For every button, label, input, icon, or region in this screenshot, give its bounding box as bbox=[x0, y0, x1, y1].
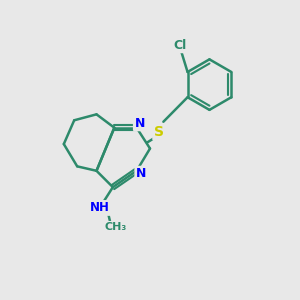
Text: N: N bbox=[136, 167, 146, 180]
Text: S: S bbox=[154, 125, 164, 139]
Text: N: N bbox=[134, 117, 145, 130]
Text: Cl: Cl bbox=[173, 39, 187, 52]
Text: CH₃: CH₃ bbox=[105, 222, 127, 232]
Text: NH: NH bbox=[89, 202, 110, 214]
